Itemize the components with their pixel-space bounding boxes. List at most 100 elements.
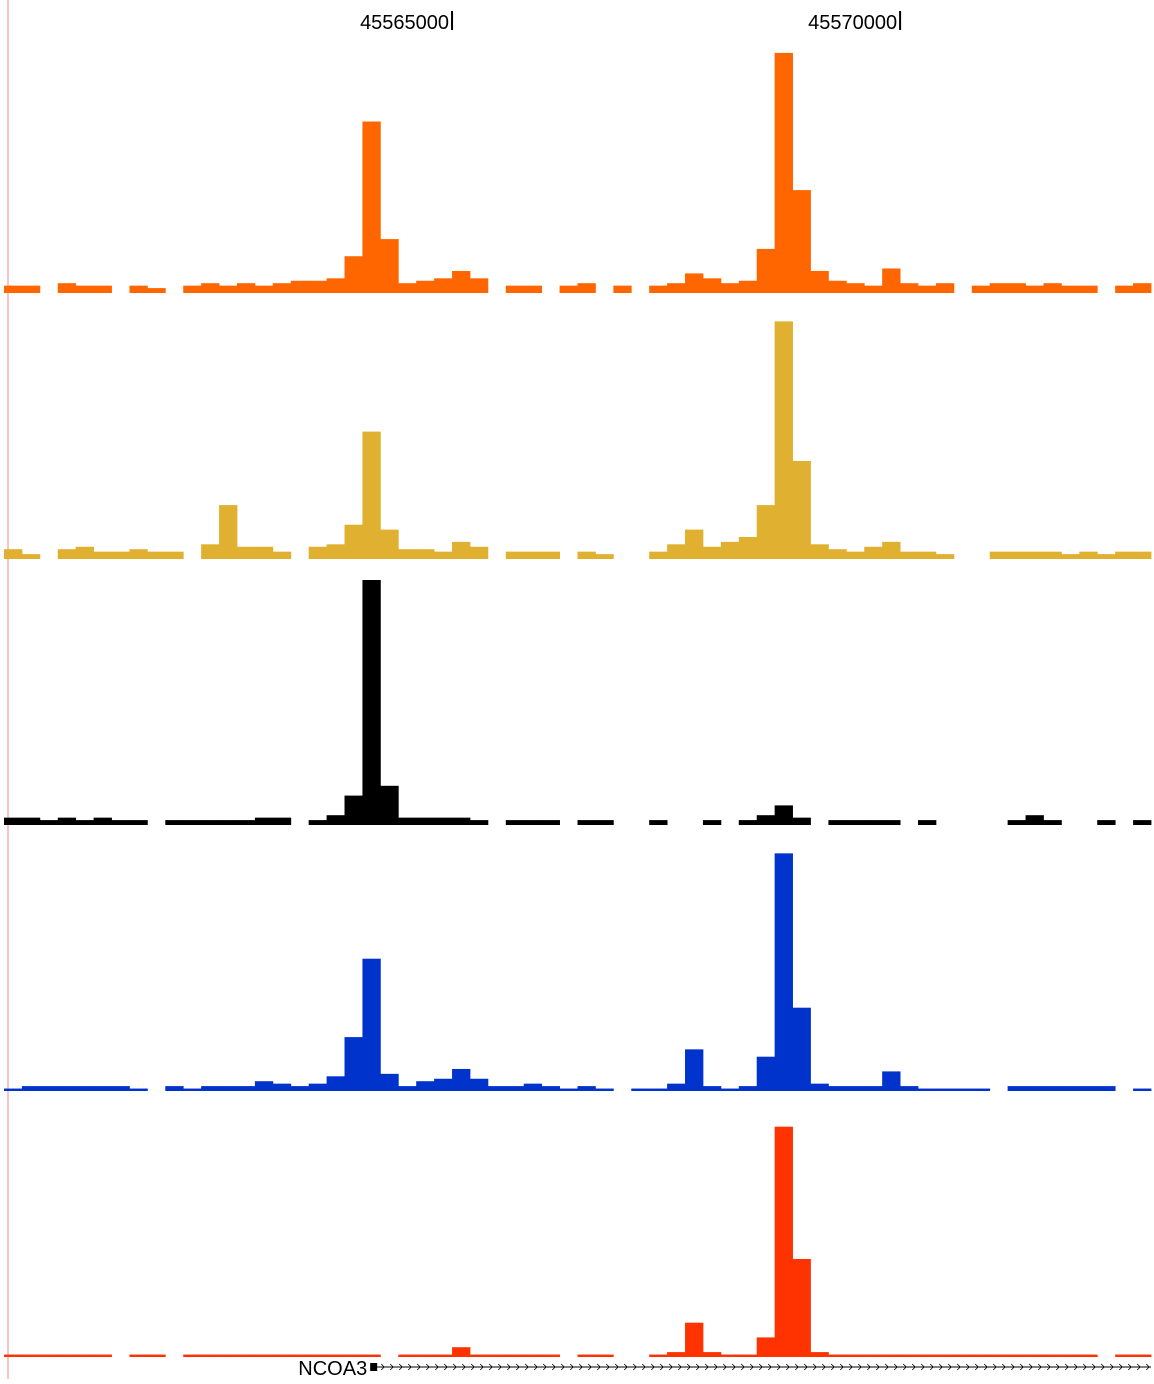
signal-bar [953, 1088, 973, 1091]
signal-bar [882, 1071, 901, 1091]
signal-bar [93, 1086, 112, 1091]
strand-arrow [641, 1363, 646, 1371]
signal-bar [326, 544, 345, 559]
signal-bar [129, 820, 148, 825]
signal-bar [183, 820, 202, 825]
signal-bar [541, 1354, 560, 1357]
signal-bar [380, 1073, 399, 1091]
signal-bar [416, 280, 435, 293]
signal-bar [236, 1354, 256, 1357]
signal-bar [756, 505, 776, 559]
strand-arrow [830, 1363, 835, 1371]
strand-arrow [1010, 1363, 1015, 1371]
signal-bar [900, 1086, 919, 1091]
signal-bar [864, 1354, 883, 1357]
signal-bar [416, 817, 435, 825]
signal-bar [1007, 551, 1026, 559]
signal-bar [685, 1322, 704, 1357]
signal-bar [1079, 1086, 1098, 1091]
signal-bar [272, 1354, 292, 1357]
signal-bar [111, 1086, 130, 1091]
strand-arrow [659, 1363, 664, 1371]
strand-arrow [875, 1363, 880, 1371]
strand-arrow [551, 1363, 556, 1371]
signal-bar [201, 544, 220, 559]
signal-bar [613, 285, 632, 293]
strand-arrow [1055, 1363, 1060, 1371]
signal-bar [326, 1076, 345, 1091]
strand-arrow [1028, 1363, 1033, 1371]
signal-bar [702, 546, 722, 559]
signal-bar [236, 283, 256, 293]
signal-bar [4, 1088, 23, 1091]
signal-bar [971, 285, 991, 293]
signal-bar [236, 546, 256, 559]
signal-bar [649, 1354, 668, 1357]
signal-bar [577, 551, 596, 559]
strand-arrow [614, 1363, 619, 1371]
signal-bar [1043, 551, 1062, 559]
signal-bar [1025, 1086, 1044, 1091]
strand-arrow [470, 1363, 475, 1371]
strand-arrow [1091, 1363, 1096, 1371]
signal-bar [416, 549, 435, 559]
signal-bar [362, 958, 381, 1091]
strand-arrow [1001, 1363, 1006, 1371]
signal-bar [792, 817, 811, 825]
strand-arrow [407, 1363, 412, 1371]
signal-bar [738, 820, 758, 825]
signal-bar [398, 549, 417, 559]
signal-bar [236, 1086, 256, 1091]
strand-arrow [1100, 1363, 1105, 1371]
signal-bar [685, 529, 704, 559]
signal-bar [918, 285, 937, 293]
strand-arrow [974, 1363, 979, 1371]
signal-bar [469, 820, 489, 825]
signal-bar [362, 1354, 381, 1357]
signal-bar [308, 820, 327, 825]
signal-bar [774, 52, 793, 294]
signal-bar [1097, 554, 1116, 559]
strand-arrow [731, 1363, 736, 1371]
strand-arrow [920, 1363, 925, 1371]
signal-bar [523, 1354, 543, 1357]
signal-bar [344, 1037, 363, 1091]
signal-bar [183, 285, 202, 293]
signal-bar [1115, 551, 1134, 559]
signal-bar [398, 817, 417, 825]
signal-bar [272, 551, 292, 559]
signal-bar [362, 121, 381, 293]
signal-bar [469, 278, 489, 293]
gene-label: NCOA3 [298, 1358, 367, 1379]
signal-bar [559, 285, 578, 293]
signal-bar [685, 1049, 704, 1091]
signal-bar [756, 815, 776, 825]
signal-bar [882, 541, 901, 559]
signal-bar [667, 1083, 686, 1091]
signal-bar [882, 268, 901, 293]
signal-bar [21, 285, 41, 293]
signal-bar [935, 1354, 955, 1357]
strand-arrow [1145, 1363, 1150, 1371]
strand-arrow [1127, 1363, 1132, 1371]
strand-arrow [443, 1363, 448, 1371]
signal-bar [344, 1354, 363, 1357]
signal-bar [254, 817, 274, 825]
signal-bar [344, 795, 363, 825]
signal-bar [4, 549, 23, 559]
signal-bar [1043, 1086, 1062, 1091]
strand-arrow [488, 1363, 493, 1371]
strand-arrow [911, 1363, 916, 1371]
signal-bar [810, 544, 829, 559]
signal-bar [290, 280, 310, 293]
x-tick-label: 45565000 [360, 12, 449, 34]
signal-bar [989, 551, 1009, 559]
strand-arrow [1064, 1363, 1069, 1371]
signal-bar [201, 820, 220, 825]
signal-bar [810, 1083, 829, 1091]
strand-arrow [632, 1363, 637, 1371]
signal-bar [828, 1354, 847, 1357]
signal-bar [326, 815, 345, 825]
signal-bar [219, 1086, 238, 1091]
signal-bar [434, 817, 453, 825]
